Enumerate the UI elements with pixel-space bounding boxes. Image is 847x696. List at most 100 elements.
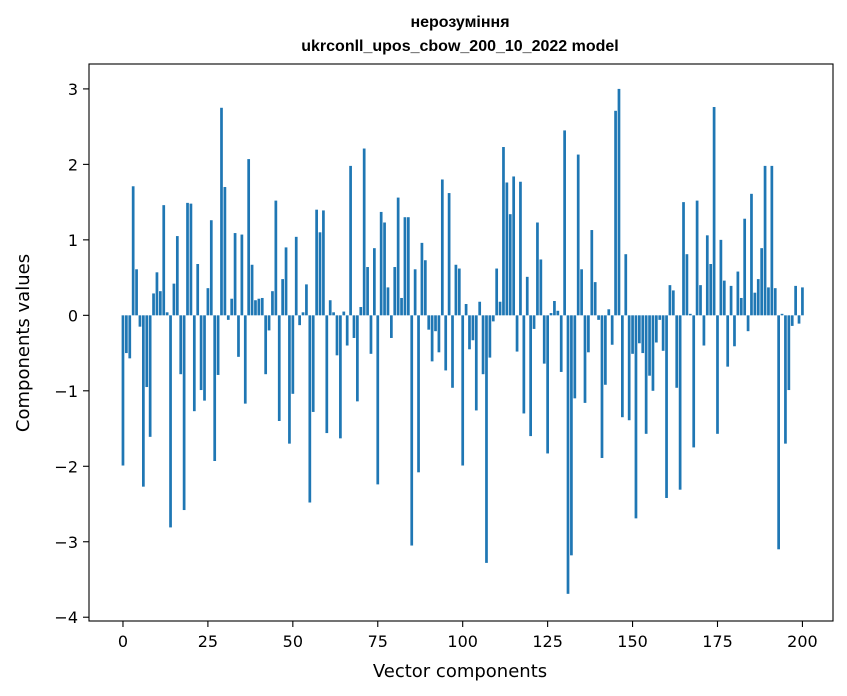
bar bbox=[546, 315, 549, 454]
bar bbox=[532, 315, 536, 329]
bar bbox=[284, 247, 288, 316]
bar bbox=[264, 315, 268, 375]
bar bbox=[206, 288, 210, 316]
bar bbox=[739, 297, 743, 316]
chart-title-line2: ukrconll_upos_cbow_200_10_2022 model bbox=[301, 38, 618, 55]
bar bbox=[332, 312, 335, 316]
bar bbox=[240, 234, 244, 316]
bar bbox=[322, 210, 325, 316]
x-tick-label: 175 bbox=[702, 632, 733, 651]
bar bbox=[464, 304, 468, 316]
bar bbox=[192, 315, 196, 412]
plot-frame bbox=[88, 63, 834, 622]
bar bbox=[505, 182, 509, 316]
bar bbox=[743, 218, 747, 316]
bar bbox=[665, 315, 668, 498]
bar bbox=[522, 315, 526, 414]
bar bbox=[770, 165, 774, 316]
bar bbox=[692, 315, 696, 448]
bar bbox=[685, 254, 689, 316]
bar bbox=[305, 284, 308, 316]
bar bbox=[223, 187, 227, 316]
bar bbox=[247, 159, 251, 316]
bar bbox=[396, 197, 400, 316]
bar bbox=[491, 315, 495, 322]
bar bbox=[760, 248, 764, 316]
bar bbox=[383, 222, 386, 316]
y-tick-label: 3 bbox=[68, 80, 78, 99]
bar bbox=[604, 315, 607, 385]
bar bbox=[390, 315, 393, 338]
bar bbox=[702, 315, 706, 346]
bar bbox=[590, 230, 594, 316]
y-tick-label: −3 bbox=[54, 533, 78, 552]
bar bbox=[790, 315, 794, 326]
bar bbox=[406, 217, 410, 316]
bar bbox=[175, 236, 179, 316]
chart-title-line1: нерозуміння bbox=[410, 14, 509, 31]
bar bbox=[641, 315, 645, 354]
bar bbox=[243, 315, 247, 404]
bar bbox=[379, 211, 383, 316]
bar bbox=[434, 315, 437, 332]
bar bbox=[529, 315, 532, 437]
bar bbox=[563, 130, 566, 316]
y-axis: −4 −3 −2 −1 0 1 2 3 bbox=[54, 80, 89, 627]
bar bbox=[580, 269, 583, 316]
bar bbox=[716, 315, 719, 434]
bar bbox=[315, 209, 318, 316]
bar bbox=[335, 315, 339, 356]
bar bbox=[142, 315, 145, 487]
y-tick-label: 0 bbox=[68, 306, 78, 325]
bar bbox=[712, 107, 716, 316]
bar bbox=[203, 315, 206, 401]
bar bbox=[209, 220, 213, 316]
y-tick-label: −2 bbox=[54, 457, 78, 476]
bar bbox=[277, 315, 281, 421]
bar bbox=[597, 315, 600, 320]
bar bbox=[733, 315, 736, 347]
x-axis-label: Vector components bbox=[373, 661, 547, 682]
bar bbox=[393, 267, 397, 316]
bar bbox=[753, 292, 757, 316]
y-tick-label: 1 bbox=[68, 231, 78, 250]
bar bbox=[440, 179, 444, 316]
bar bbox=[624, 254, 628, 316]
bar bbox=[325, 315, 329, 434]
bar bbox=[257, 298, 261, 316]
bar bbox=[196, 264, 200, 316]
bar bbox=[125, 315, 128, 354]
bar bbox=[699, 285, 702, 316]
bar bbox=[423, 260, 427, 316]
bar bbox=[488, 315, 492, 358]
bar bbox=[410, 315, 414, 546]
bar bbox=[294, 236, 298, 316]
bar bbox=[570, 315, 573, 556]
bar bbox=[230, 298, 234, 316]
x-axis: 0 25 50 75 100 125 150 175 200 bbox=[118, 621, 818, 651]
bar bbox=[600, 315, 604, 458]
bar bbox=[298, 315, 301, 326]
bar bbox=[400, 297, 403, 316]
bar bbox=[349, 165, 352, 316]
bar bbox=[226, 315, 230, 320]
bar bbox=[260, 297, 264, 316]
bar bbox=[186, 202, 189, 316]
x-tick-label: 50 bbox=[283, 632, 303, 651]
bar bbox=[274, 200, 278, 316]
bar bbox=[135, 269, 138, 316]
bar bbox=[498, 301, 502, 316]
bar bbox=[767, 287, 770, 316]
bar bbox=[158, 291, 162, 316]
bar bbox=[308, 315, 312, 503]
x-tick-label: 125 bbox=[532, 632, 563, 651]
bar bbox=[474, 315, 478, 411]
bar bbox=[131, 186, 135, 316]
y-tick-label: −4 bbox=[54, 608, 78, 627]
bar bbox=[797, 315, 801, 324]
bar bbox=[179, 315, 183, 375]
y-axis-label: Components values bbox=[13, 254, 34, 432]
bar bbox=[359, 307, 363, 316]
bar bbox=[468, 315, 471, 350]
